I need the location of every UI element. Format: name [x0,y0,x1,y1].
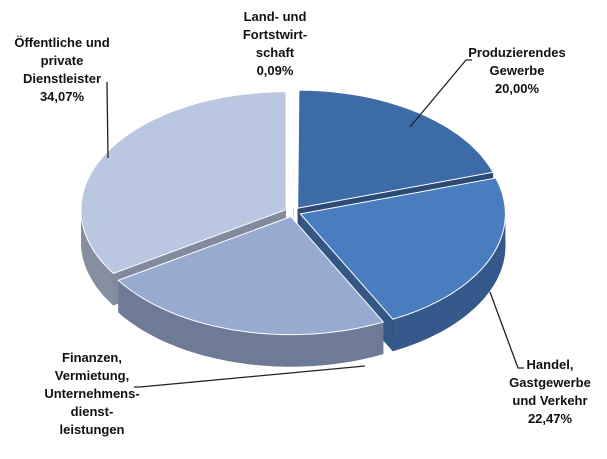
value-label: 34,07% [39,89,85,104]
slice-label: Produzierendes Gewerbe 20,00% [468,44,566,98]
value-label: 20,00% [494,81,540,96]
leader-line [409,59,472,128]
category-label: Produzierendes Gewerbe [468,45,566,78]
category-label: Finanzen, Vermietung, Unternehmens- dien… [44,350,140,437]
slice [299,177,506,320]
slice-wall [118,280,384,367]
slice-label: Öffentliche und private Dienstleister 34,… [14,34,109,106]
slice [80,91,287,274]
slice-wall [81,209,114,306]
slice-wall [392,213,506,352]
category-label: Öffentliche und private Dienstleister [14,35,110,86]
value-label: 0,09% [256,63,294,78]
slice-label: Land- und Fortstwirt- schaft 0,09% [243,8,307,80]
category-label: Land- und Fortstwirt- schaft [242,9,308,60]
leader-line [106,81,109,159]
slice-label: Finanzen, Vermietung, Unternehmens- dien… [44,349,139,439]
slice [117,216,385,336]
category-label: Handel, Gastgewerbe und Verkehr [509,357,591,408]
slice [297,89,494,209]
value-label: 22,47% [527,411,573,426]
leader-line [489,291,524,369]
slice [292,88,295,208]
slice-label: Handel, Gastgewerbe und Verkehr 22,47% [509,356,591,428]
leader-line [134,365,366,388]
